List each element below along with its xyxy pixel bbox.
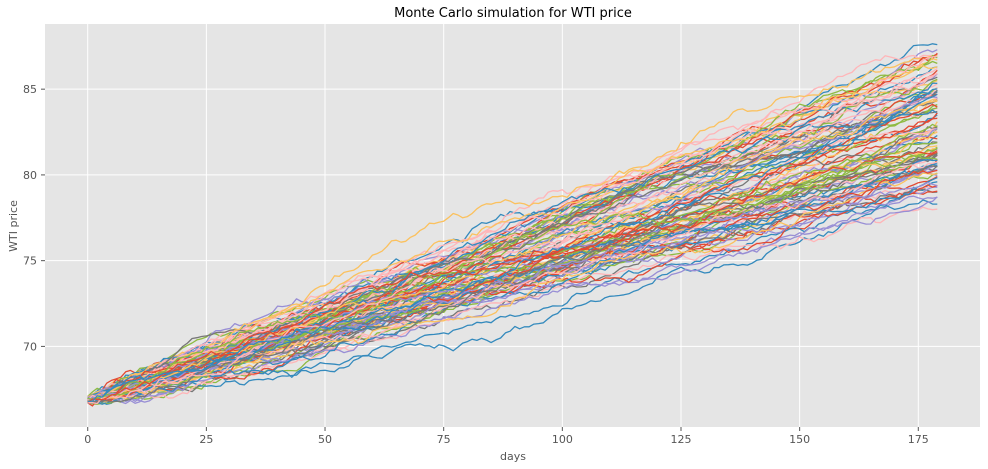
simulation-series-line [87, 82, 938, 404]
simulation-series-line [87, 154, 938, 404]
y-tick-label: 85 [23, 83, 37, 96]
chart-title: Monte Carlo simulation for WTI price [394, 6, 632, 21]
simulation-series-line [87, 147, 938, 401]
simulation-series-line [87, 88, 938, 403]
simulation-series-line [87, 86, 938, 401]
series-layer [87, 43, 938, 407]
y-tick-label: 70 [23, 340, 37, 353]
simulation-series-line [87, 96, 938, 402]
x-tick-label: 125 [670, 433, 691, 446]
simulation-series-line [87, 65, 938, 403]
x-axis-label: days [500, 450, 526, 463]
simulation-series-line [87, 151, 938, 401]
simulation-series-line [87, 206, 938, 402]
y-axis-label: WTI price [7, 200, 20, 252]
x-tick-label: 50 [318, 433, 332, 446]
simulation-series-line [87, 112, 938, 403]
simulation-series-line [87, 147, 938, 401]
simulation-series-line [87, 155, 938, 400]
x-tick-label: 75 [437, 433, 451, 446]
x-tick-label: 150 [789, 433, 810, 446]
x-tick-label: 175 [908, 433, 929, 446]
y-axis-ticks: 70 75 80 85 [23, 83, 45, 353]
simulation-series-line [87, 68, 938, 400]
x-tick-label: 100 [552, 433, 573, 446]
simulation-series-line [87, 161, 938, 401]
x-tick-label: 25 [199, 433, 213, 446]
y-tick-label: 80 [23, 169, 37, 182]
simulation-series-line [87, 199, 938, 405]
simulation-series-line [87, 181, 938, 399]
simulation-series-line [87, 150, 938, 407]
simulation-series-line [87, 55, 938, 405]
x-tick-label: 0 [84, 433, 91, 446]
simulation-series-line [87, 93, 938, 403]
x-axis-ticks: 0 25 50 75 100 125 150 175 [84, 427, 929, 446]
simulation-series-line [87, 196, 938, 405]
simulation-series-line [87, 89, 938, 400]
y-tick-label: 75 [23, 255, 37, 268]
